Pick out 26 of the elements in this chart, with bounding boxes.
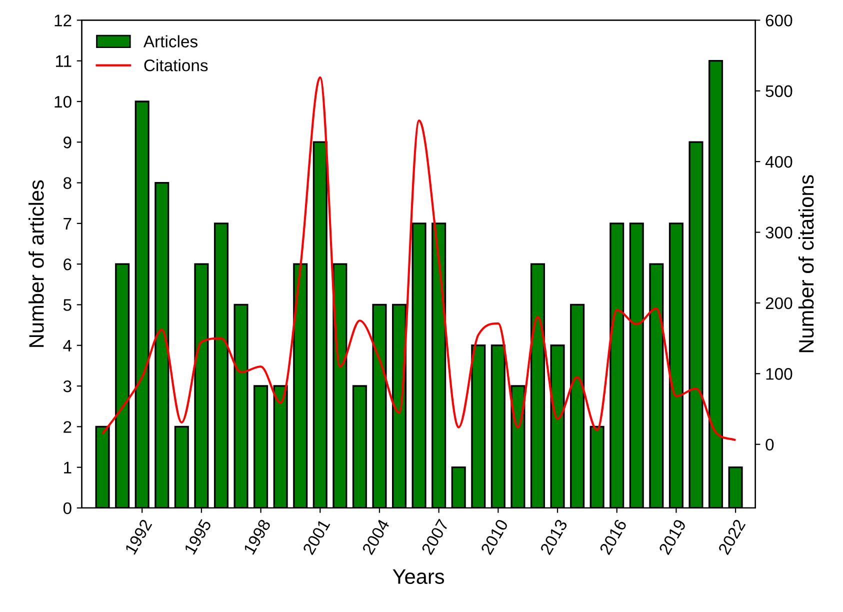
y-tick-label: 10 [54, 96, 72, 108]
y-tick-label: 8 [64, 177, 72, 189]
y-tick-label: 12 [54, 14, 72, 26]
y2-tick-label: 600 [766, 14, 792, 26]
y-tick-label: 9 [64, 136, 72, 148]
y-tick-label: 3 [63, 380, 72, 392]
y-tick-label: 6 [64, 258, 72, 270]
y2-tick-label: 200 [766, 297, 792, 310]
y2-tick-label: 500 [766, 85, 792, 98]
y2-tick-label: 0 [766, 438, 774, 451]
y-tick-label: 0 [63, 502, 72, 514]
y2-tick-label: 300 [766, 226, 792, 238]
legend-label: Articles [143, 35, 198, 48]
legend-label: Citations [144, 59, 208, 72]
y2-tick-label: 100 [766, 368, 792, 380]
y-tick-label: 4 [63, 340, 72, 352]
y-tick-label: 7 [64, 218, 72, 230]
y-tick-label: 5 [63, 299, 72, 311]
line-series [101, 76, 737, 442]
x-axis-title: Years [392, 569, 444, 584]
y-tick-label: 11 [56, 55, 72, 67]
y-tick-label: 2 [64, 421, 72, 433]
y-axis-title: Number of articles [28, 180, 44, 347]
y2-tick-label: 400 [765, 156, 792, 168]
y-tick-label: 1 [64, 462, 72, 474]
y2-axis-title: Number of citations [798, 175, 814, 352]
